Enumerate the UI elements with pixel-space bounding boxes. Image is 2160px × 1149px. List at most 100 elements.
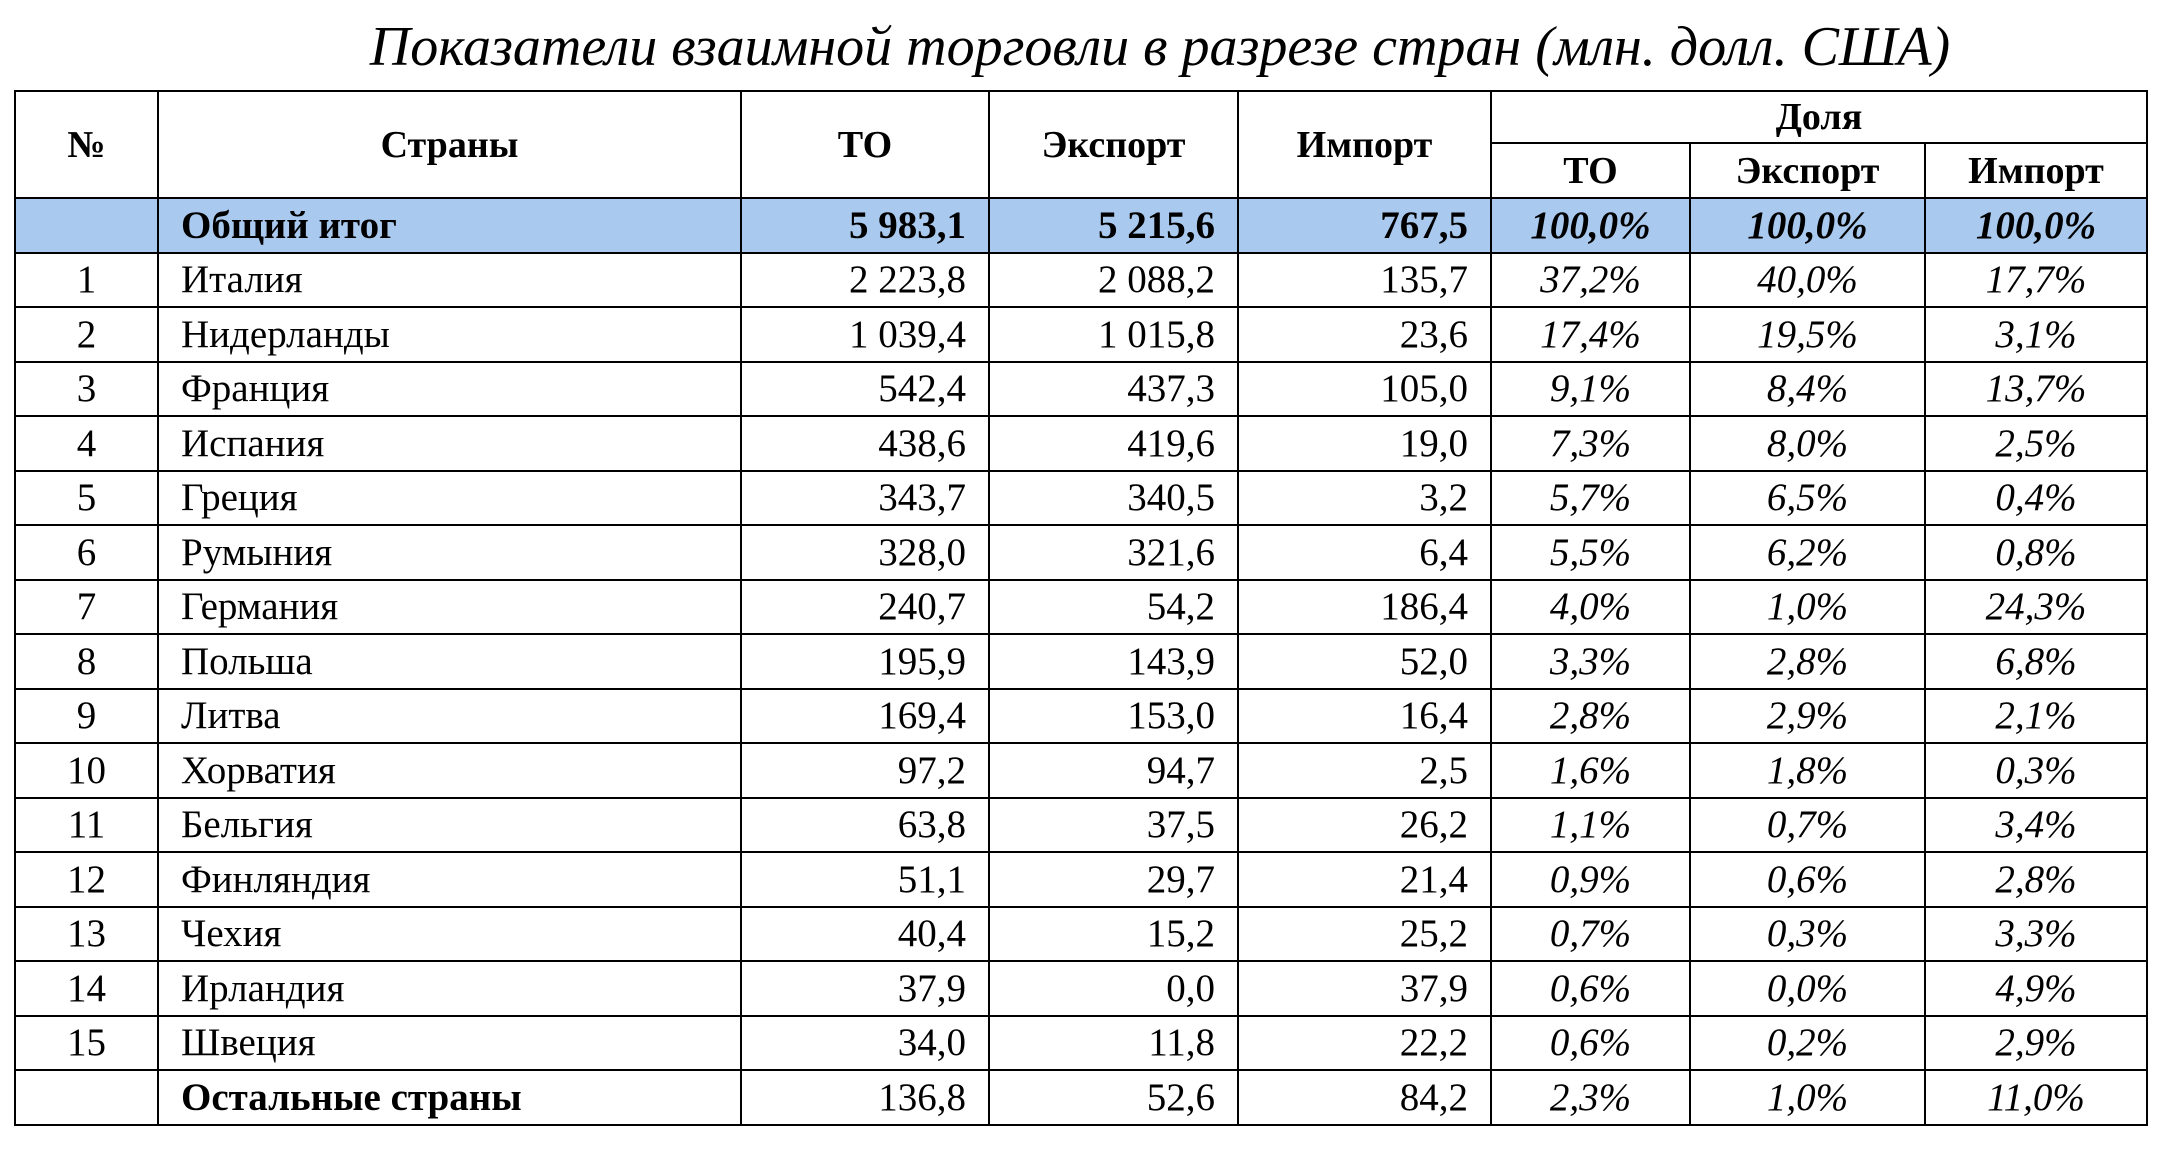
table-row: 4 Испания 438,6 419,6 19,0 7,3% 8,0% 2,5% bbox=[14, 415, 2148, 472]
cell: 3 bbox=[14, 360, 159, 417]
cell: 0,6% bbox=[1490, 1014, 1691, 1071]
cell bbox=[14, 197, 159, 254]
cell: 2 223,8 bbox=[740, 251, 990, 308]
cell: Испания bbox=[157, 415, 742, 472]
cell: 19,0 bbox=[1237, 415, 1492, 472]
cell: 1 039,4 bbox=[740, 306, 990, 363]
cell: 15,2 bbox=[988, 905, 1239, 962]
table-row: 12 Финляндия 51,1 29,7 21,4 0,9% 0,6% 2,8% bbox=[14, 851, 2148, 908]
cell: 21,4 bbox=[1237, 851, 1492, 908]
cell: Италия bbox=[157, 251, 742, 308]
cell: 2,5 bbox=[1237, 742, 1492, 799]
cell: 2 bbox=[14, 306, 159, 363]
cell: 5 215,6 bbox=[988, 197, 1239, 254]
table-row: 7 Германия 240,7 54,2 186,4 4,0% 1,0% 24,3% bbox=[14, 578, 2148, 635]
cell: 16,4 bbox=[1237, 687, 1492, 744]
cell: 8,0% bbox=[1689, 415, 1926, 472]
cell: 84,2 bbox=[1237, 1069, 1492, 1126]
cell: 0,0 bbox=[988, 960, 1239, 1017]
table-row: 1 Италия 2 223,8 2 088,2 135,7 37,2% 40,0% 17,7… bbox=[14, 251, 2148, 308]
cell: 63,8 bbox=[740, 796, 990, 853]
cell: Финляндия bbox=[157, 851, 742, 908]
cell: 340,5 bbox=[988, 469, 1239, 526]
cell: 11,8 bbox=[988, 1014, 1239, 1071]
cell: 24,3% bbox=[1924, 578, 2148, 635]
cell: 11 bbox=[14, 796, 159, 853]
cell: 7,3% bbox=[1490, 415, 1691, 472]
cell: 6,8% bbox=[1924, 633, 2148, 690]
table-row: 10 Хорватия 97,2 94,7 2,5 1,6% 1,8% 0,3% bbox=[14, 742, 2148, 799]
cell: 1,1% bbox=[1490, 796, 1691, 853]
cell: 2,8% bbox=[1924, 851, 2148, 908]
header-cell: Доля bbox=[1490, 90, 2148, 144]
cell: 2,8% bbox=[1490, 687, 1691, 744]
cell: 23,6 bbox=[1237, 306, 1492, 363]
cell: 51,1 bbox=[740, 851, 990, 908]
cell: Франция bbox=[157, 360, 742, 417]
cell: Остальные страны bbox=[157, 1069, 742, 1126]
cell: 14 bbox=[14, 960, 159, 1017]
cell: 8 bbox=[14, 633, 159, 690]
table-row: 13 Чехия 40,4 15,2 25,2 0,7% 0,3% 3,3% bbox=[14, 905, 2148, 962]
cell: 0,7% bbox=[1689, 796, 1926, 853]
cell: Литва bbox=[157, 687, 742, 744]
cell: 12 bbox=[14, 851, 159, 908]
cell: 438,6 bbox=[740, 415, 990, 472]
cell: 0,0% bbox=[1689, 960, 1926, 1017]
cell: 2,3% bbox=[1490, 1069, 1691, 1126]
cell: 321,6 bbox=[988, 524, 1239, 581]
cell: 1 015,8 bbox=[988, 306, 1239, 363]
cell: Хорватия bbox=[157, 742, 742, 799]
cell: 34,0 bbox=[740, 1014, 990, 1071]
cell: Швеция bbox=[157, 1014, 742, 1071]
cell: 328,0 bbox=[740, 524, 990, 581]
table-row: 11 Бельгия 63,8 37,5 26,2 1,1% 0,7% 3,4% bbox=[14, 796, 2148, 853]
table-row: 6 Румыния 328,0 321,6 6,4 5,5% 6,2% 0,8% bbox=[14, 524, 2148, 581]
cell: 2,8% bbox=[1689, 633, 1926, 690]
table-row: Остальные страны 136,8 52,6 84,2 2,3% 1,0% 11,… bbox=[14, 1069, 2148, 1126]
cell: 0,2% bbox=[1689, 1014, 1926, 1071]
cell: Бельгия bbox=[157, 796, 742, 853]
cell: 40,0% bbox=[1689, 251, 1926, 308]
cell: 17,7% bbox=[1924, 251, 2148, 308]
cell bbox=[14, 1069, 159, 1126]
table-row: 9 Литва 169,4 153,0 16,4 2,8% 2,9% 2,1% bbox=[14, 687, 2148, 744]
title: Показатели взаимной торговли в разрезе с… bbox=[369, 16, 1951, 78]
cell: 40,4 bbox=[740, 905, 990, 962]
cell: 9,1% bbox=[1490, 360, 1691, 417]
cell: 100,0% bbox=[1490, 197, 1691, 254]
cell: 105,0 bbox=[1237, 360, 1492, 417]
cell: 542,4 bbox=[740, 360, 990, 417]
table-row: 2 Нидерланды 1 039,4 1 015,8 23,6 17,4% 19,5% 3… bbox=[14, 306, 2148, 363]
cell: 0,3% bbox=[1924, 742, 2148, 799]
cell: 25,2 bbox=[1237, 905, 1492, 962]
cell: 52,0 bbox=[1237, 633, 1492, 690]
cell: 11,0% bbox=[1924, 1069, 2148, 1126]
cell: 6,5% bbox=[1689, 469, 1926, 526]
cell: Румыния bbox=[157, 524, 742, 581]
cell: 22,2 bbox=[1237, 1014, 1492, 1071]
cell: 100,0% bbox=[1689, 197, 1926, 254]
cell: 767,5 bbox=[1237, 197, 1492, 254]
table-row: 5 Греция 343,7 340,5 3,2 5,7% 6,5% 0,4% bbox=[14, 469, 2148, 526]
cell: 6,4 bbox=[1237, 524, 1492, 581]
cell: 1,6% bbox=[1490, 742, 1691, 799]
cell: Ирландия bbox=[157, 960, 742, 1017]
cell: 0,6% bbox=[1490, 960, 1691, 1017]
header-cell: Страны bbox=[157, 90, 742, 199]
cell: 0,4% bbox=[1924, 469, 2148, 526]
cell: 0,7% bbox=[1490, 905, 1691, 962]
cell: 143,9 bbox=[988, 633, 1239, 690]
cell: 8,4% bbox=[1689, 360, 1926, 417]
cell: 3,2 bbox=[1237, 469, 1492, 526]
header-cell: ТО bbox=[1490, 142, 1691, 199]
cell: 15 bbox=[14, 1014, 159, 1071]
cell: 5,5% bbox=[1490, 524, 1691, 581]
cell: 4,9% bbox=[1924, 960, 2148, 1017]
cell: 2,5% bbox=[1924, 415, 2148, 472]
cell: 343,7 bbox=[740, 469, 990, 526]
cell: 6,2% bbox=[1689, 524, 1926, 581]
cell: 0,9% bbox=[1490, 851, 1691, 908]
cell: 37,9 bbox=[740, 960, 990, 1017]
